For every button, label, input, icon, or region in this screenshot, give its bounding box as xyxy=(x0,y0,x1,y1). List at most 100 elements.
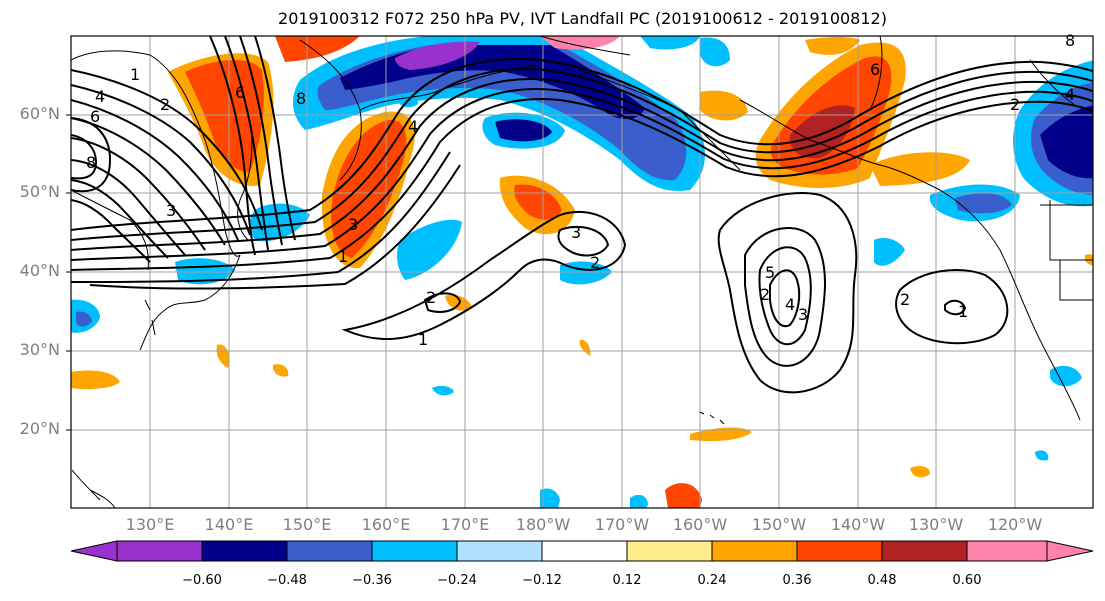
lon-label: 150°W xyxy=(751,515,807,534)
pv-positive-area xyxy=(690,427,752,442)
colorbar-tick-label: 0.48 xyxy=(867,573,897,588)
lon-label: 170°W xyxy=(594,515,650,534)
pv-positive-area xyxy=(71,370,120,390)
contour-label: 1 xyxy=(958,302,968,321)
lat-label: 40°N xyxy=(19,261,60,280)
contour-label: 2 xyxy=(160,95,170,114)
colorbar-tick-label: 0.24 xyxy=(697,573,727,588)
pv-negative-area xyxy=(1040,105,1093,179)
pv-positive-area xyxy=(216,344,230,368)
pv-negative-area xyxy=(700,37,730,67)
contour-label: 4 xyxy=(408,117,418,136)
pv-positive-area xyxy=(272,364,289,377)
colorbar-bin xyxy=(456,540,543,562)
pv-shading xyxy=(71,36,1093,508)
contour-label: 8 xyxy=(296,89,306,108)
contour-label: 1 xyxy=(418,330,428,349)
pv-negative-area xyxy=(495,119,552,142)
contour-labels: 4 6 8 2 1 3 6 8 4 3 1 3 2 2 1 2 5 4 3 2 … xyxy=(86,31,1075,349)
contour-label: 8 xyxy=(86,153,96,172)
pv-negative-area xyxy=(1050,365,1082,387)
lon-label: 130°E xyxy=(125,515,175,534)
pv-negative-area xyxy=(540,488,560,508)
plot-title: 2019100312 F072 250 hPa PV, IVT Landfall… xyxy=(278,9,887,28)
pv-negative-area xyxy=(175,258,235,285)
lon-label: 130°W xyxy=(908,515,964,534)
contour-label: 3 xyxy=(166,201,176,220)
pv-positive-area xyxy=(331,119,407,258)
contour-label: 8 xyxy=(1065,31,1075,50)
colorbar-bin xyxy=(626,540,713,562)
lat-label: 20°N xyxy=(19,419,60,438)
contour-label: 3 xyxy=(348,215,358,234)
contour-label: 6 xyxy=(870,60,880,79)
colorbar-bin xyxy=(881,540,968,562)
pv-negative-area xyxy=(874,238,905,266)
pv-negative-area xyxy=(76,311,92,327)
pv-positive-area xyxy=(870,152,970,186)
lon-label: 160°E xyxy=(361,515,411,534)
pv-negative-area xyxy=(640,36,700,50)
pv-negative-area xyxy=(1035,450,1049,461)
pv-negative-area xyxy=(955,193,1012,214)
lat-label: 50°N xyxy=(19,182,60,201)
pv-positive-area xyxy=(805,37,860,55)
pv-positive-area xyxy=(579,339,591,356)
colorbar-tick-label: −0.24 xyxy=(437,573,477,588)
pv-negative-area xyxy=(432,385,454,396)
colorbar-bin xyxy=(116,540,203,562)
contour-label: 6 xyxy=(90,107,100,126)
colorbar-tick-label: 0.12 xyxy=(612,573,642,588)
colorbar-bin xyxy=(711,540,798,562)
contour-label: 4 xyxy=(785,295,795,314)
colorbar-bin xyxy=(286,540,373,562)
lon-label: 180°W xyxy=(515,515,571,534)
contour-label: 1 xyxy=(338,247,348,266)
pv-positive-area xyxy=(665,483,702,508)
pv-positive-area xyxy=(700,90,748,121)
pv-positive-area xyxy=(789,105,855,159)
lon-label: 140°W xyxy=(830,515,886,534)
lon-label: 120°W xyxy=(987,515,1043,534)
pv-negative-area xyxy=(397,219,462,280)
lon-label: 170°E xyxy=(440,515,490,534)
ivt-contours xyxy=(71,36,1093,394)
contour-label: 4 xyxy=(1065,85,1075,104)
contour-label: 2 xyxy=(760,285,770,304)
pv-negative-area xyxy=(540,36,620,50)
colorbar-bin xyxy=(796,540,883,562)
graticule xyxy=(71,36,1093,508)
lat-label: 60°N xyxy=(19,104,60,123)
lon-label: 150°E xyxy=(282,515,332,534)
contour-label: 3 xyxy=(798,305,808,324)
contour-label: 2 xyxy=(900,290,910,309)
contour-label: 4 xyxy=(95,87,105,106)
contour-label: 3 xyxy=(571,223,581,242)
contour-label: 2 xyxy=(1010,95,1020,114)
colorbar-tick-label: −0.36 xyxy=(352,573,392,588)
colorbar-extend-high xyxy=(1046,540,1094,562)
contour-label: 6 xyxy=(235,83,245,102)
colorbar-tick-label: −0.60 xyxy=(182,573,222,588)
contour-label: 2 xyxy=(426,288,436,307)
pv-negative-area xyxy=(630,494,648,508)
contour-label: 1 xyxy=(130,65,140,84)
colorbar-bin xyxy=(966,540,1048,562)
colorbar-tick-label: −0.12 xyxy=(522,573,562,588)
lon-label: 160°W xyxy=(672,515,728,534)
colorbar-bin xyxy=(201,540,288,562)
pv-positive-area xyxy=(185,60,264,172)
pv-positive-area xyxy=(910,466,930,478)
contour-label: 5 xyxy=(765,263,775,282)
colorbar-bin xyxy=(371,540,458,562)
colorbar-extend-low xyxy=(70,540,118,562)
pv-negative-area xyxy=(395,41,480,70)
pv-positive-area xyxy=(275,36,360,62)
lon-label: 140°E xyxy=(204,515,254,534)
colorbar-tick-label: −0.48 xyxy=(267,573,307,588)
lat-label: 30°N xyxy=(19,340,60,359)
contour-label: 2 xyxy=(590,253,600,272)
colorbar-tick-label: 0.36 xyxy=(782,573,812,588)
